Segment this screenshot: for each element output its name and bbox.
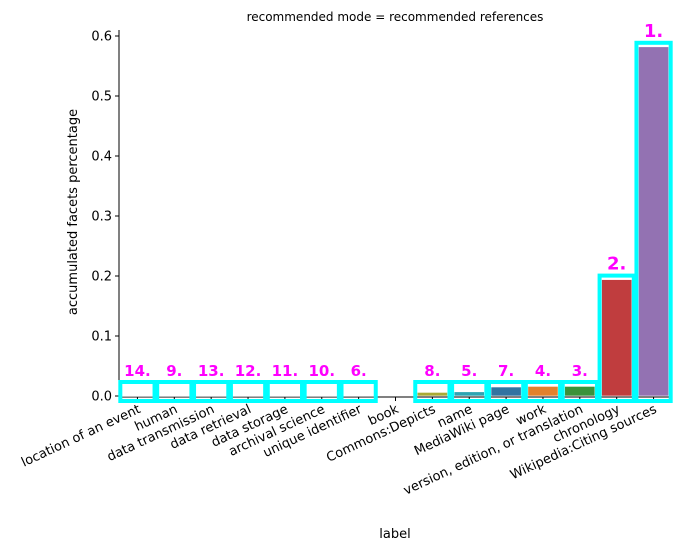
highlight-box: [413, 380, 452, 403]
bar: [158, 395, 190, 397]
y-tick-label: 0.4: [91, 150, 112, 165]
rank-label: 1.: [644, 21, 663, 42]
x-tick-label: location of an event: [19, 402, 143, 470]
rank-label: 8.: [424, 362, 440, 380]
highlight-box: [302, 380, 341, 403]
rank-label: 5.: [461, 362, 477, 380]
bar: [306, 395, 338, 397]
y-tick-label: 0.1: [91, 330, 112, 345]
bar: [601, 279, 633, 397]
highlight-box: [228, 380, 268, 403]
y-tick-label: 0.2: [91, 270, 112, 285]
bar: [453, 391, 485, 397]
rank-label: 11.: [272, 362, 299, 380]
bar: [343, 395, 375, 397]
rank-label: 7.: [498, 362, 514, 380]
bar: [564, 386, 596, 397]
bars: [122, 46, 669, 397]
rank-label: 9.: [166, 362, 182, 380]
highlight-box: [339, 380, 378, 403]
bar: [490, 386, 522, 397]
bar: [416, 392, 448, 397]
bar: [232, 395, 264, 397]
rank-label: 3.: [572, 362, 588, 380]
highlight-box: [118, 380, 157, 403]
highlight-box: [560, 380, 599, 403]
bar: [269, 395, 301, 397]
bar: [122, 395, 153, 397]
rank-label: 12.: [235, 362, 262, 380]
rank-labels: 14. 9. 13. 12. 11. 10. 6. 8. 5. 7. 4. 3. 2. 1.: [124, 21, 663, 380]
y-axis-label: accumulated facets percentage: [66, 109, 81, 315]
rank-label: 13.: [198, 362, 225, 380]
bar: [638, 46, 669, 397]
highlight-boxes: [118, 40, 673, 404]
rank-label: 10.: [308, 362, 335, 380]
rank-label: 2.: [607, 254, 626, 275]
bar: [195, 395, 227, 397]
highlight-box: [155, 380, 194, 403]
y-tick-label: 0.5: [91, 90, 112, 105]
bar: [527, 386, 559, 397]
rank-label: 6.: [351, 362, 367, 380]
highlight-box: [265, 380, 305, 403]
highlight-box: [523, 380, 563, 403]
highlight-box: [192, 380, 231, 403]
x-axis-label: label: [379, 527, 410, 542]
highlight-box: [597, 273, 636, 404]
highlight-box: [450, 380, 489, 403]
y-tick-label: 0.3: [91, 210, 112, 225]
rank-label: 4.: [535, 362, 551, 380]
highlight-box: [486, 380, 526, 403]
highlight-box: [634, 40, 673, 404]
chart-title: recommended mode = recommended reference…: [247, 10, 544, 24]
y-tick-label: 0.0: [91, 390, 112, 405]
y-axis: 0.0 0.1 0.2 0.3 0.4 0.5 0.6: [91, 30, 120, 405]
rank-label: 14.: [124, 362, 151, 380]
y-tick-label: 0.6: [91, 30, 112, 45]
